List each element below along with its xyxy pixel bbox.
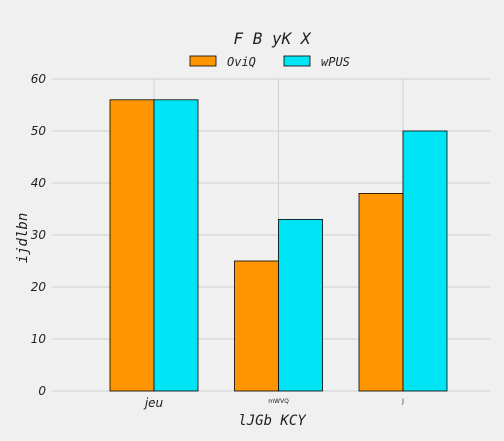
legend-swatch-OviQ xyxy=(189,55,217,67)
bar-wPUS-J xyxy=(402,130,448,392)
bar-wPUS-jeu xyxy=(153,99,199,392)
x-tick-label: jeu xyxy=(143,396,164,410)
bar-wPUS-mWVQ xyxy=(278,218,323,392)
y-tick-label: 40 xyxy=(31,176,47,190)
y-axis-ticks: 0 10 20 30 40 50 60 xyxy=(31,72,47,398)
x-tick-label: J xyxy=(401,398,404,405)
x-axis-label: lJGb KCY xyxy=(238,413,307,429)
y-tick-label: 10 xyxy=(31,332,47,346)
bar-OviQ-mWVQ xyxy=(234,260,279,392)
y-tick-label: 60 xyxy=(31,72,47,86)
x-axis-ticks: jeu mWVQ J xyxy=(143,396,404,410)
y-axis-label: ijdlbn xyxy=(15,213,31,264)
legend-label-OviQ: OviQ xyxy=(227,55,256,69)
legend: OviQ wPUS xyxy=(189,55,350,69)
bar-OviQ-jeu xyxy=(109,99,155,392)
bar-OviQ-J xyxy=(358,192,404,392)
y-tick-label: 0 xyxy=(38,384,46,398)
legend-swatch-wPUS xyxy=(283,55,311,67)
legend-label-wPUS: wPUS xyxy=(321,55,350,69)
y-tick-label: 30 xyxy=(31,228,47,242)
x-tick-label: mWVQ xyxy=(268,398,289,405)
y-tick-label: 50 xyxy=(31,124,47,138)
chart-title: F B yK X xyxy=(233,29,311,48)
bars xyxy=(109,99,448,392)
y-tick-label: 20 xyxy=(31,280,47,294)
